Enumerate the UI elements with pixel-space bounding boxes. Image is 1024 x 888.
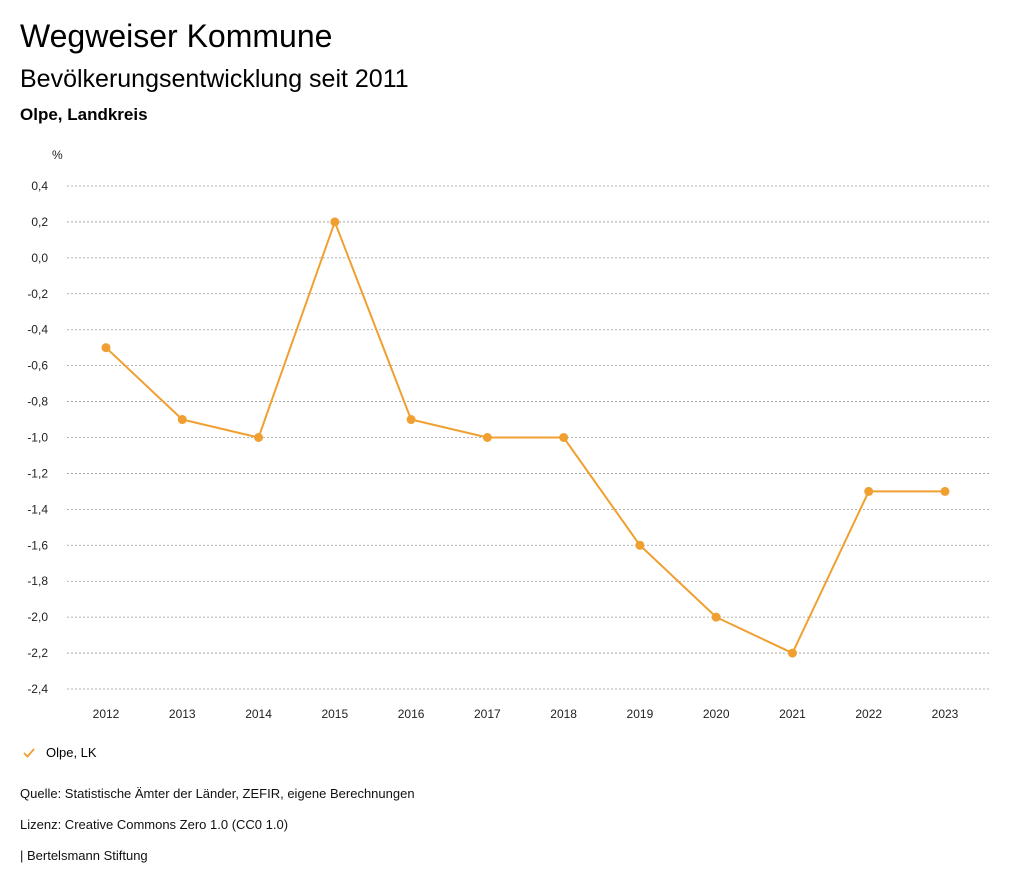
data-point xyxy=(254,433,264,442)
x-tick-label: 2016 xyxy=(398,707,425,721)
legend-label: Olpe, LK xyxy=(46,745,97,760)
y-tick-label: -0,4 xyxy=(27,323,48,337)
data-point xyxy=(177,415,187,425)
y-tick-label: -2,2 xyxy=(27,646,48,660)
y-tick-label: -1,8 xyxy=(27,574,48,588)
data-point xyxy=(559,433,569,442)
x-tick-label: 2021 xyxy=(779,707,806,721)
x-tick-label: 2013 xyxy=(169,707,196,721)
legend[interactable]: Olpe, LK xyxy=(22,745,97,760)
y-tick-label: 0,4 xyxy=(31,179,48,193)
x-tick-label: 2020 xyxy=(703,707,730,721)
x-tick-label: 2019 xyxy=(627,707,654,721)
y-tick-label: -0,6 xyxy=(27,359,48,373)
data-point xyxy=(101,343,111,353)
y-tick-label: -0,2 xyxy=(27,287,48,301)
x-tick-label: 2017 xyxy=(474,707,501,721)
line-chart: % 0,4 0,2 0,0 -0,2 -0,4 -0,6 -0,8 -1,0 -1,2 -1,4 -… xyxy=(27,148,990,721)
x-tick-label: 2018 xyxy=(550,707,577,721)
license-note: Lizenz: Creative Commons Zero 1.0 (CC0 1… xyxy=(20,817,289,832)
y-tick-label: 0,2 xyxy=(31,215,48,229)
publisher-note: | Bertelsmann Stiftung xyxy=(20,848,148,863)
y-tick-label: -2,0 xyxy=(27,610,48,624)
x-tick-label: 2022 xyxy=(855,707,882,721)
data-point xyxy=(864,486,874,496)
data-point xyxy=(482,433,492,442)
y-tick-label: 0,0 xyxy=(31,251,48,265)
x-tick-label: 2014 xyxy=(245,707,272,721)
y-axis-unit-label: % xyxy=(52,148,63,162)
data-point xyxy=(330,217,340,227)
y-tick-label: -1,4 xyxy=(27,502,48,516)
y-tick-label: -2,4 xyxy=(27,682,48,696)
y-tick-label: -1,2 xyxy=(27,466,48,480)
source-note: Quelle: Statistische Ämter der Länder, Z… xyxy=(20,786,415,801)
region-label: Olpe, Landkreis xyxy=(20,105,148,124)
series-olpe xyxy=(101,217,950,658)
x-axis-ticks: 2012 2013 2014 2015 2016 2017 2018 2019 2020 2021… xyxy=(93,707,959,721)
x-tick-label: 2023 xyxy=(932,707,959,721)
checkmark-icon xyxy=(22,746,36,760)
data-point xyxy=(406,415,416,425)
x-tick-label: 2012 xyxy=(93,707,120,721)
y-axis-ticks: 0,4 0,2 0,0 -0,2 -0,4 -0,6 -0,8 -1,0 -1,2 -1,4 -1,… xyxy=(27,179,48,696)
chart-subtitle: Bevölkerungsentwicklung seit 2011 xyxy=(20,65,409,93)
x-tick-label: 2015 xyxy=(321,707,348,721)
y-tick-label: -1,0 xyxy=(27,431,48,445)
data-point xyxy=(940,486,950,496)
data-point xyxy=(787,648,797,658)
y-tick-label: -0,8 xyxy=(27,395,48,409)
y-tick-label: -1,6 xyxy=(27,538,48,552)
gridlines xyxy=(67,185,990,690)
chart-title: Wegweiser Kommune xyxy=(20,18,333,54)
series-line xyxy=(105,220,945,655)
data-point xyxy=(635,540,645,550)
data-point xyxy=(711,612,721,622)
